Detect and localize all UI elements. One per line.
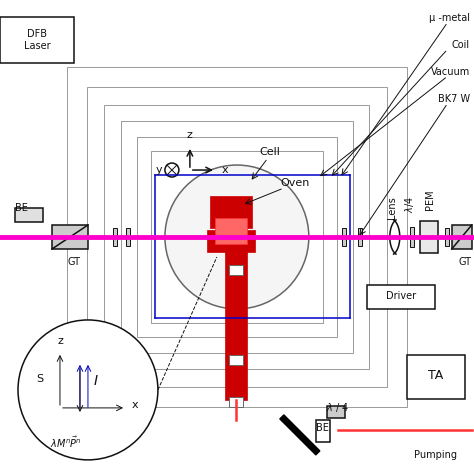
- Text: S: S: [36, 374, 44, 384]
- Text: z: z: [187, 130, 193, 140]
- FancyBboxPatch shape: [420, 221, 438, 253]
- FancyBboxPatch shape: [0, 17, 74, 63]
- Text: $\lambda$ / 4: $\lambda$ / 4: [326, 401, 349, 414]
- Bar: [229, 355, 243, 365]
- Text: I: I: [94, 374, 98, 388]
- Text: $\lambda M^n \vec{P}^n$: $\lambda M^n \vec{P}^n$: [50, 435, 82, 450]
- Text: Pumping: Pumping: [414, 450, 457, 460]
- Text: Cell: Cell: [259, 147, 280, 157]
- Text: y: y: [155, 165, 162, 175]
- Bar: [410, 227, 414, 247]
- Text: Lens: Lens: [387, 197, 397, 219]
- Polygon shape: [452, 225, 472, 249]
- Text: x: x: [132, 400, 138, 410]
- Bar: [342, 228, 346, 246]
- Bar: [229, 265, 243, 275]
- Text: BE: BE: [15, 203, 28, 213]
- FancyBboxPatch shape: [15, 208, 43, 222]
- Text: μ -metal: μ -metal: [429, 13, 470, 23]
- Bar: [126, 228, 130, 246]
- Bar: [327, 406, 345, 418]
- Bar: [225, 245, 247, 400]
- Text: BK7 W: BK7 W: [438, 94, 470, 104]
- FancyBboxPatch shape: [316, 420, 330, 442]
- Bar: [229, 397, 243, 407]
- Text: Vacuum: Vacuum: [430, 67, 470, 77]
- Polygon shape: [52, 225, 88, 249]
- Bar: [207, 230, 255, 252]
- Text: BE: BE: [316, 423, 329, 433]
- Text: DFB
Laser: DFB Laser: [24, 29, 50, 51]
- Polygon shape: [280, 415, 320, 455]
- Text: Driver: Driver: [386, 291, 416, 301]
- Bar: [445, 228, 449, 246]
- Circle shape: [165, 165, 309, 309]
- Bar: [113, 228, 117, 246]
- Text: z: z: [57, 336, 63, 346]
- Text: GT: GT: [459, 257, 472, 267]
- Text: x: x: [222, 165, 228, 175]
- Text: Coil: Coil: [452, 40, 470, 50]
- Bar: [215, 218, 247, 244]
- Bar: [358, 228, 362, 246]
- Text: Oven: Oven: [280, 178, 310, 188]
- FancyBboxPatch shape: [407, 355, 465, 399]
- Bar: [210, 196, 252, 228]
- Text: TA: TA: [428, 369, 443, 383]
- FancyBboxPatch shape: [367, 285, 435, 309]
- Circle shape: [18, 320, 158, 460]
- Text: GT: GT: [68, 257, 81, 267]
- Text: PEM: PEM: [425, 190, 435, 210]
- Text: $\lambda$/4: $\lambda$/4: [403, 195, 416, 212]
